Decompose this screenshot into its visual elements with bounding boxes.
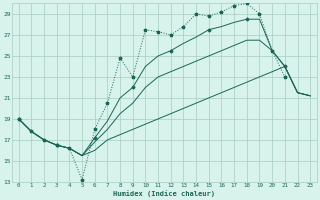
X-axis label: Humidex (Indice chaleur): Humidex (Indice chaleur) — [114, 190, 215, 197]
